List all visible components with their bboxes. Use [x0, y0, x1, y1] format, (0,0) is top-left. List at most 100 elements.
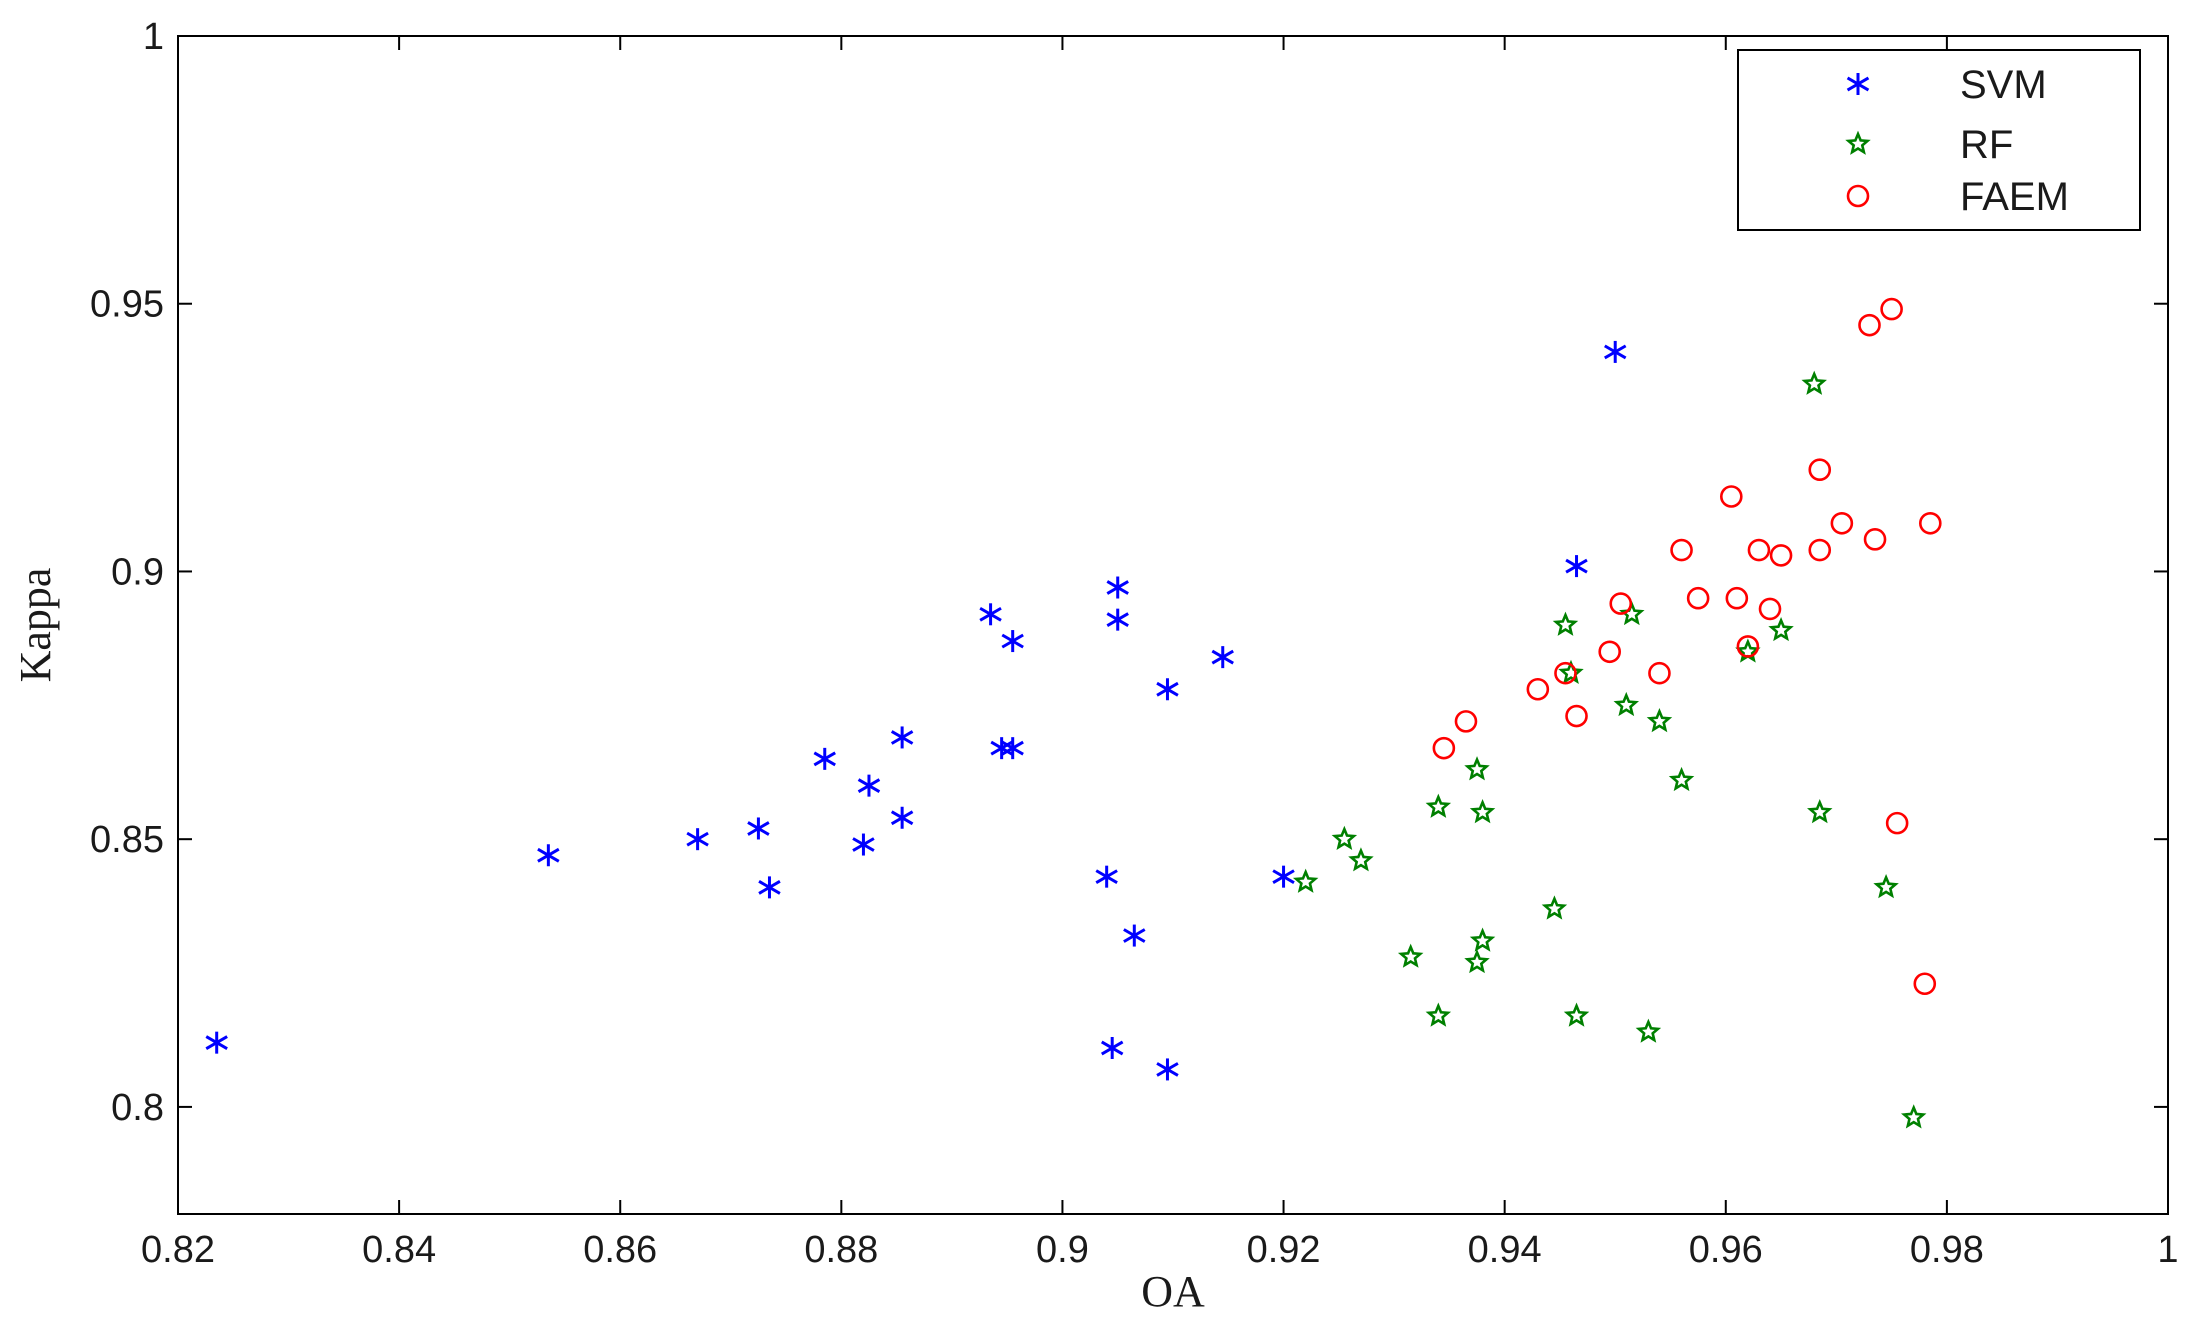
- legend-marker-rf: [1845, 130, 1871, 155]
- data-point-faem: [1885, 811, 1909, 835]
- data-point-svm: [1156, 1058, 1179, 1081]
- data-point-faem: [1686, 586, 1710, 610]
- legend-item-rf: RF: [1845, 123, 2013, 167]
- data-point-svm: [1565, 555, 1588, 578]
- data-point-rf: [1668, 766, 1695, 792]
- data-point-faem: [1565, 704, 1588, 728]
- data-point-faem: [1598, 640, 1621, 664]
- data-point-svm: [686, 828, 709, 851]
- data-point-rf: [1469, 799, 1496, 824]
- data-point-rf: [1425, 1002, 1452, 1027]
- y-tick-label: 0.95: [90, 284, 164, 326]
- data-point-svm: [857, 774, 881, 797]
- data-point-faem: [1808, 458, 1832, 482]
- data-point-faem: [1919, 511, 1942, 535]
- data-point-rf: [1464, 756, 1490, 781]
- data-point-faem: [1454, 710, 1478, 733]
- x-tick-label: 0.98: [1910, 1229, 1984, 1271]
- data-point-faem: [1554, 661, 1577, 685]
- data-point-rf: [1397, 943, 1424, 968]
- x-axis-title: OA: [1141, 1267, 1205, 1316]
- data-point-svm: [205, 1031, 228, 1054]
- data-point-faem: [1747, 538, 1771, 562]
- data-point-svm: [852, 833, 875, 856]
- data-point-rf: [1801, 370, 1827, 395]
- data-point-rf: [1613, 691, 1640, 717]
- x-tick-label: 0.94: [1468, 1229, 1542, 1271]
- data-point-faem: [1808, 538, 1832, 562]
- data-point-faem: [1769, 544, 1793, 567]
- y-tick-label: 1: [143, 16, 164, 58]
- data-point-svm: [979, 603, 1002, 626]
- series-svm: [205, 340, 1627, 1081]
- data-point-rf: [1464, 948, 1490, 974]
- data-point-faem: [1830, 511, 1854, 535]
- legend-item-faem: FAEM: [1846, 175, 2069, 219]
- data-point-svm: [1156, 678, 1179, 701]
- legend-box: [1737, 49, 2141, 231]
- data-point-svm: [1211, 646, 1234, 669]
- data-point-rf: [1331, 825, 1358, 851]
- data-point-rf: [1635, 1018, 1662, 1043]
- x-tick-label: 0.86: [583, 1229, 657, 1271]
- data-point-svm: [1123, 924, 1146, 947]
- data-points: [205, 297, 1942, 1129]
- data-point-svm: [1106, 576, 1129, 599]
- data-point-faem: [1880, 297, 1903, 321]
- data-point-faem: [1736, 635, 1760, 658]
- data-point-faem: [1609, 592, 1633, 615]
- data-point-svm: [813, 747, 836, 770]
- legend-item-svm: SVM: [1846, 63, 2047, 107]
- legend-label: SVM: [1960, 63, 2047, 107]
- plot-area: [177, 35, 2169, 1215]
- data-point-rf: [1619, 600, 1645, 626]
- data-point-svm: [890, 806, 914, 829]
- data-point-svm: [890, 726, 914, 749]
- series-faem: [1432, 297, 1942, 996]
- legend-marker-faem: [1846, 184, 1870, 208]
- data-point-faem: [1432, 736, 1456, 760]
- data-point-faem: [1670, 538, 1693, 562]
- y-tick-label: 0.85: [90, 819, 164, 861]
- data-point-svm: [537, 844, 560, 867]
- data-point-faem: [1720, 485, 1743, 508]
- x-tick-label: 0.84: [362, 1229, 436, 1271]
- y-tick-label: 0.9: [111, 551, 164, 593]
- x-tick-label: 1: [2157, 1229, 2178, 1271]
- data-point-svm: [1001, 737, 1024, 760]
- x-tick-label: 0.88: [804, 1229, 878, 1271]
- x-tick-label: 0.92: [1247, 1229, 1321, 1271]
- y-axis-ticks: 0.8 0.85 0.9 0.95 1: [90, 16, 2168, 1129]
- legend-label: RF: [1960, 123, 2013, 167]
- data-point-rf: [1900, 1104, 1927, 1129]
- data-point-svm: [1001, 630, 1024, 653]
- data-point-rf: [1425, 793, 1452, 818]
- data-point-faem: [1725, 586, 1749, 610]
- data-point-svm: [747, 817, 770, 840]
- data-point-svm: [1095, 865, 1118, 888]
- legend: SVM RF FAEM: [1737, 49, 2141, 231]
- data-point-rf: [1292, 868, 1319, 893]
- y-axis-title: Kappa: [11, 568, 60, 683]
- x-tick-label: 0.96: [1689, 1229, 1763, 1271]
- data-point-svm: [1604, 340, 1627, 363]
- series-rf: [1292, 370, 1927, 1129]
- data-point-rf: [1348, 847, 1374, 872]
- data-point-svm: [1272, 865, 1295, 888]
- data-point-faem: [1758, 597, 1782, 621]
- data-point-svm: [1106, 608, 1129, 631]
- data-point-rf: [1807, 799, 1833, 824]
- data-point-rf: [1563, 1002, 1590, 1027]
- data-point-svm: [1100, 1037, 1124, 1060]
- x-axis-ticks: 0.82 0.84 0.86 0.88 0.9 0.92 0.94 0.96 0.98 1: [141, 36, 2179, 1271]
- data-point-svm: [758, 876, 781, 899]
- data-point-rf: [1768, 616, 1794, 642]
- data-point-faem: [1863, 528, 1887, 551]
- data-point-faem: [1648, 661, 1671, 685]
- data-point-rf: [1469, 927, 1496, 952]
- x-tick-label: 0.9: [1036, 1229, 1089, 1271]
- legend-marker-svm: [1846, 73, 1870, 95]
- data-point-rf: [1552, 611, 1579, 636]
- legend-label: FAEM: [1960, 175, 2069, 219]
- data-point-faem: [1858, 313, 1881, 337]
